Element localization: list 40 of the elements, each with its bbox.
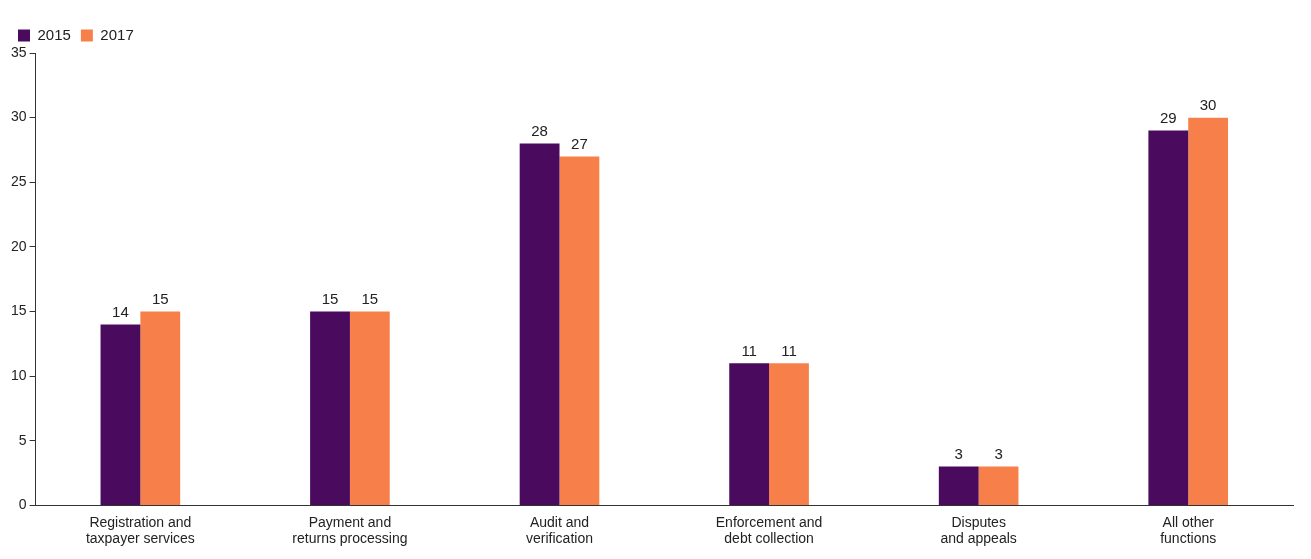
legend-label: 2017	[100, 25, 134, 43]
data-label: 29	[1159, 109, 1177, 127]
data-label: 15	[361, 290, 379, 308]
bar	[978, 466, 1019, 505]
bar	[519, 143, 560, 505]
data-label: 11	[781, 341, 797, 359]
x-tick-label: Audit and verification	[526, 513, 593, 547]
y-tick-label: 0	[18, 496, 27, 513]
data-label: 27	[571, 135, 588, 153]
y-tick-label: 5	[18, 431, 27, 448]
y-tick-label: 10	[10, 367, 27, 383]
y-tick-label: 25	[10, 173, 27, 190]
data-label: 3	[994, 445, 1003, 463]
bar	[769, 363, 809, 505]
data-label: 3	[954, 445, 963, 463]
x-tick-label: Enforcement and debt collection	[715, 513, 823, 547]
bar	[1188, 117, 1229, 505]
data-label: 14	[112, 303, 129, 321]
x-tick-label: Payment and returns processing	[292, 513, 408, 547]
data-label: 15	[321, 290, 339, 308]
data-label: 15	[151, 290, 169, 308]
legend-label: 2015	[37, 25, 71, 43]
bar	[729, 363, 770, 505]
bar	[349, 311, 390, 505]
bar	[100, 324, 141, 505]
y-tick-label: 20	[10, 237, 27, 254]
bar	[559, 156, 600, 505]
bar	[1148, 130, 1189, 505]
y-tick-label: 15	[10, 302, 27, 319]
x-tick-label: Registration and taxpayer services	[85, 513, 195, 547]
data-label: 30	[1199, 96, 1217, 114]
x-tick-label: Disputes and appeals	[940, 513, 1017, 547]
data-label: 28	[531, 122, 548, 140]
bar	[310, 311, 350, 505]
bar	[140, 311, 181, 505]
y-tick-label: 35	[10, 43, 27, 60]
data-label: 11	[741, 341, 757, 359]
bar	[938, 466, 979, 505]
y-tick-label: 30	[10, 108, 27, 125]
x-tick-label: All other functions	[1160, 513, 1217, 547]
